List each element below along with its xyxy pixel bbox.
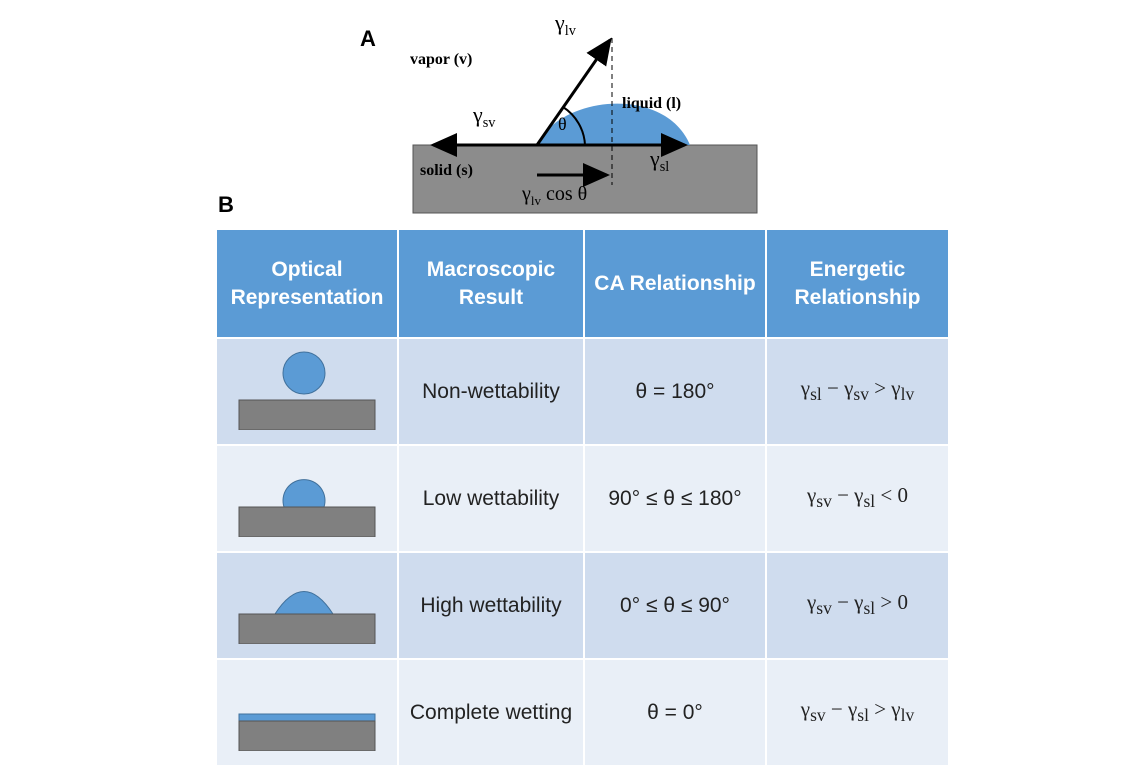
subscript: lv xyxy=(901,706,915,726)
energetic-cell: γsl − γsv > γlv xyxy=(766,338,949,445)
symbol: − γ xyxy=(832,590,864,614)
subscript: sl xyxy=(810,385,822,405)
liquid-label: liquid (l) xyxy=(622,95,681,112)
subscript: sv xyxy=(853,385,869,405)
optical-cell xyxy=(216,659,398,766)
symbol: − γ xyxy=(826,697,858,721)
symbol: γ xyxy=(807,590,816,614)
symbol: < 0 xyxy=(875,483,908,507)
header-cell: CA Relationship xyxy=(584,229,766,338)
symbol: − γ xyxy=(832,483,864,507)
subscript: sv xyxy=(483,115,497,131)
panel-a: A vapor (v) liquid (l) solid (s) θ γlv γ… xyxy=(0,0,1140,230)
symbol: γ xyxy=(801,376,810,400)
gamma-lv: γlv xyxy=(554,10,577,39)
subscript: sv xyxy=(816,492,832,512)
energetic-cell: γsv − γsl > γlv xyxy=(766,659,949,766)
symbol: > 0 xyxy=(875,590,908,614)
symbol: > γ xyxy=(869,697,901,721)
optical-cell xyxy=(216,445,398,552)
symbol: γ xyxy=(649,146,660,171)
symbol: γ xyxy=(807,483,816,507)
energetic-cell: γsv − γsl > 0 xyxy=(766,552,949,659)
header-cell: Optical Representation xyxy=(216,229,398,338)
header-cell: Macroscopic Result xyxy=(398,229,584,338)
subscript: sl xyxy=(857,706,869,726)
macroscopic-cell: Low wettability xyxy=(398,445,584,552)
header-cell: Energetic Relationship xyxy=(766,229,949,338)
ca-cell: 0° ≤ θ ≤ 90° xyxy=(584,552,766,659)
optical-icon xyxy=(237,559,377,644)
subscript: sv xyxy=(816,599,832,619)
optical-cell xyxy=(216,552,398,659)
symbol: − γ xyxy=(822,376,854,400)
page: A vapor (v) liquid (l) solid (s) θ γlv γ… xyxy=(0,0,1140,747)
ca-cell: θ = 180° xyxy=(584,338,766,445)
subscript: lv xyxy=(531,193,542,208)
solid-label: solid (s) xyxy=(420,162,473,179)
ca-cell: 90° ≤ θ ≤ 180° xyxy=(584,445,766,552)
theta-label: θ xyxy=(558,114,567,134)
symbol: γ xyxy=(554,10,565,35)
symbol: γ xyxy=(521,183,531,205)
symbol: cos θ xyxy=(541,183,587,205)
vapor-label: vapor (v) xyxy=(410,51,472,68)
energetic-cell: γsv − γsl < 0 xyxy=(766,445,949,552)
subscript: sl xyxy=(660,159,670,175)
subscript: sl xyxy=(863,492,875,512)
optical-icon xyxy=(237,666,377,751)
optical-icon xyxy=(237,345,377,430)
macroscopic-cell: Complete wetting xyxy=(398,659,584,766)
panel-label: B xyxy=(218,192,234,218)
subscript: lv xyxy=(565,23,577,39)
panel-label: A xyxy=(360,26,376,51)
subscript: lv xyxy=(901,385,915,405)
symbol: γ xyxy=(472,102,483,127)
symbol: > γ xyxy=(869,376,901,400)
subscript: sv xyxy=(810,706,826,726)
subscript: sl xyxy=(863,599,875,619)
gamma-sv: γsv xyxy=(472,102,496,131)
macroscopic-cell: High wettability xyxy=(398,552,584,659)
optical-icon xyxy=(237,452,377,537)
symbol: γ xyxy=(801,697,810,721)
optical-cell xyxy=(216,338,398,445)
ca-cell: θ = 0° xyxy=(584,659,766,766)
macroscopic-cell: Non-wettability xyxy=(398,338,584,445)
